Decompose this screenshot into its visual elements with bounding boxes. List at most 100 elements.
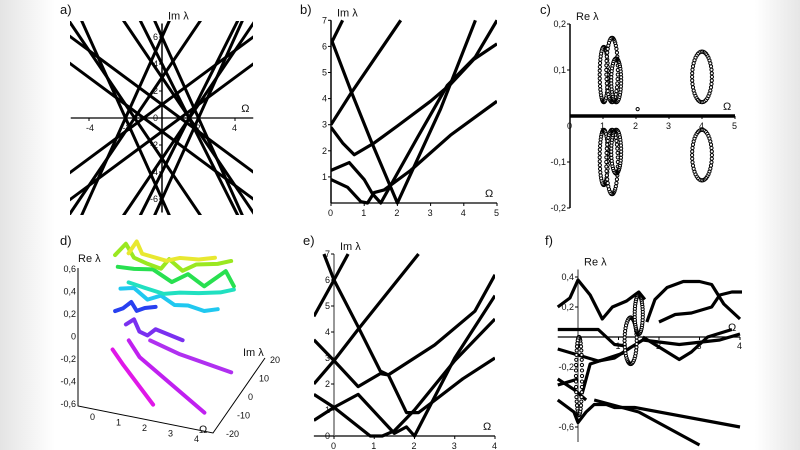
y-tick-label: 0,2: [553, 19, 566, 29]
y-axis-label: Im λ: [337, 7, 358, 19]
z-tick-label: -0,4: [60, 377, 76, 387]
data-point: [579, 362, 585, 368]
data-point: [615, 150, 620, 156]
data-point: [578, 403, 584, 408]
data-point: [635, 107, 640, 112]
data-point: [597, 166, 603, 171]
series-line: [557, 327, 627, 348]
data-point: [690, 67, 695, 72]
data-point: [604, 81, 609, 86]
data-point: [690, 149, 695, 154]
y-tick-label: -10: [237, 411, 250, 421]
data-point: [574, 399, 579, 404]
y-tick-label: 2: [325, 379, 330, 389]
y-tick-label: 10: [259, 374, 269, 384]
panel-label: f): [545, 233, 553, 248]
series-line: [331, 19, 403, 126]
series-line: [314, 317, 495, 438]
x-tick-label: 1: [116, 418, 121, 428]
x-tick-label: -4: [86, 123, 94, 133]
panel-b: b) Im λ Ω 0 1 2 3 4 5 1 2 3 4 5 6 7: [300, 2, 499, 218]
data-point: [575, 341, 580, 346]
x-tick-label: 3: [168, 429, 173, 439]
series-line: [658, 290, 742, 324]
y-tick-label: 0,4: [561, 272, 574, 282]
series-line: [138, 21, 240, 215]
x-tick-label: 5: [732, 121, 737, 131]
series-line: [645, 279, 742, 323]
x-tick-label: 3: [666, 121, 671, 131]
data-point: [579, 373, 585, 379]
x-tick-label: 2: [412, 441, 417, 450]
y-tick-label: 0,2: [561, 302, 574, 312]
series-line: [80, 21, 171, 215]
data-point: [690, 78, 695, 83]
data-point: [597, 72, 602, 77]
data-point: [597, 83, 603, 89]
data-point: [604, 63, 609, 68]
y-tick-label: 7: [322, 15, 327, 25]
z-tick-label: 0,4: [63, 287, 76, 297]
data-point: [573, 384, 579, 390]
series-line: [331, 19, 477, 205]
data-point: [597, 64, 602, 69]
x-tick-label: 0: [567, 121, 572, 131]
data-point: [597, 61, 603, 66]
data-point: [573, 379, 579, 384]
data-point: [614, 138, 619, 144]
data-point: [604, 155, 609, 160]
x-tick-label: 4: [737, 341, 742, 351]
data-point: [615, 81, 620, 86]
data-point: [614, 142, 620, 147]
series-group: [70, 21, 253, 215]
series-line: [126, 338, 207, 415]
y-tick-label: 0,1: [553, 65, 566, 75]
data-point: [579, 379, 585, 384]
data-point: [709, 145, 714, 151]
x-tick-label: 4: [699, 121, 704, 131]
data-point: [604, 173, 609, 178]
y-tick-label: -0,6: [558, 422, 574, 432]
y-tick-label: 6: [153, 32, 158, 42]
data-point: [579, 390, 584, 395]
series-line: [148, 338, 234, 375]
data-point: [604, 168, 609, 174]
y-tick-label: -6: [150, 194, 158, 204]
x-axis-label: Ω: [723, 101, 731, 113]
y-axis-label: Im λ: [243, 347, 264, 359]
series-line: [115, 264, 236, 289]
3d-axes: [77, 268, 266, 434]
background-edge-left: [0, 0, 55, 450]
series-line: [331, 99, 497, 205]
y-tick-label: 0: [153, 113, 158, 123]
data-point: [605, 142, 610, 147]
data-point: [622, 341, 627, 347]
data-point: [640, 315, 645, 320]
series-line: [593, 398, 701, 447]
data-point: [605, 177, 610, 182]
data-point: [573, 362, 579, 368]
data-point: [690, 71, 695, 76]
data-point: [597, 151, 602, 156]
y-tick-label: 1: [322, 172, 327, 182]
data-point: [597, 155, 602, 160]
data-point: [604, 72, 609, 77]
data-point: [598, 57, 603, 62]
x-tick-label: 0: [331, 441, 336, 450]
y-tick-label: 3: [322, 120, 327, 130]
data-point: [690, 160, 695, 165]
data-point: [578, 344, 584, 349]
data-point: [709, 156, 714, 161]
series-line: [70, 61, 253, 201]
data-point: [597, 163, 602, 168]
y-tick-label: 4: [153, 59, 158, 69]
y-tick-label: 5: [325, 301, 330, 311]
data-point: [579, 399, 584, 404]
x-axis-label: Ω: [728, 322, 736, 334]
x-tick-label: 4: [194, 434, 199, 444]
x-tick-label: 2: [394, 208, 399, 218]
data-point: [597, 68, 602, 73]
panel-label: b): [300, 2, 312, 17]
data-point: [690, 145, 695, 151]
data-point: [605, 46, 610, 52]
